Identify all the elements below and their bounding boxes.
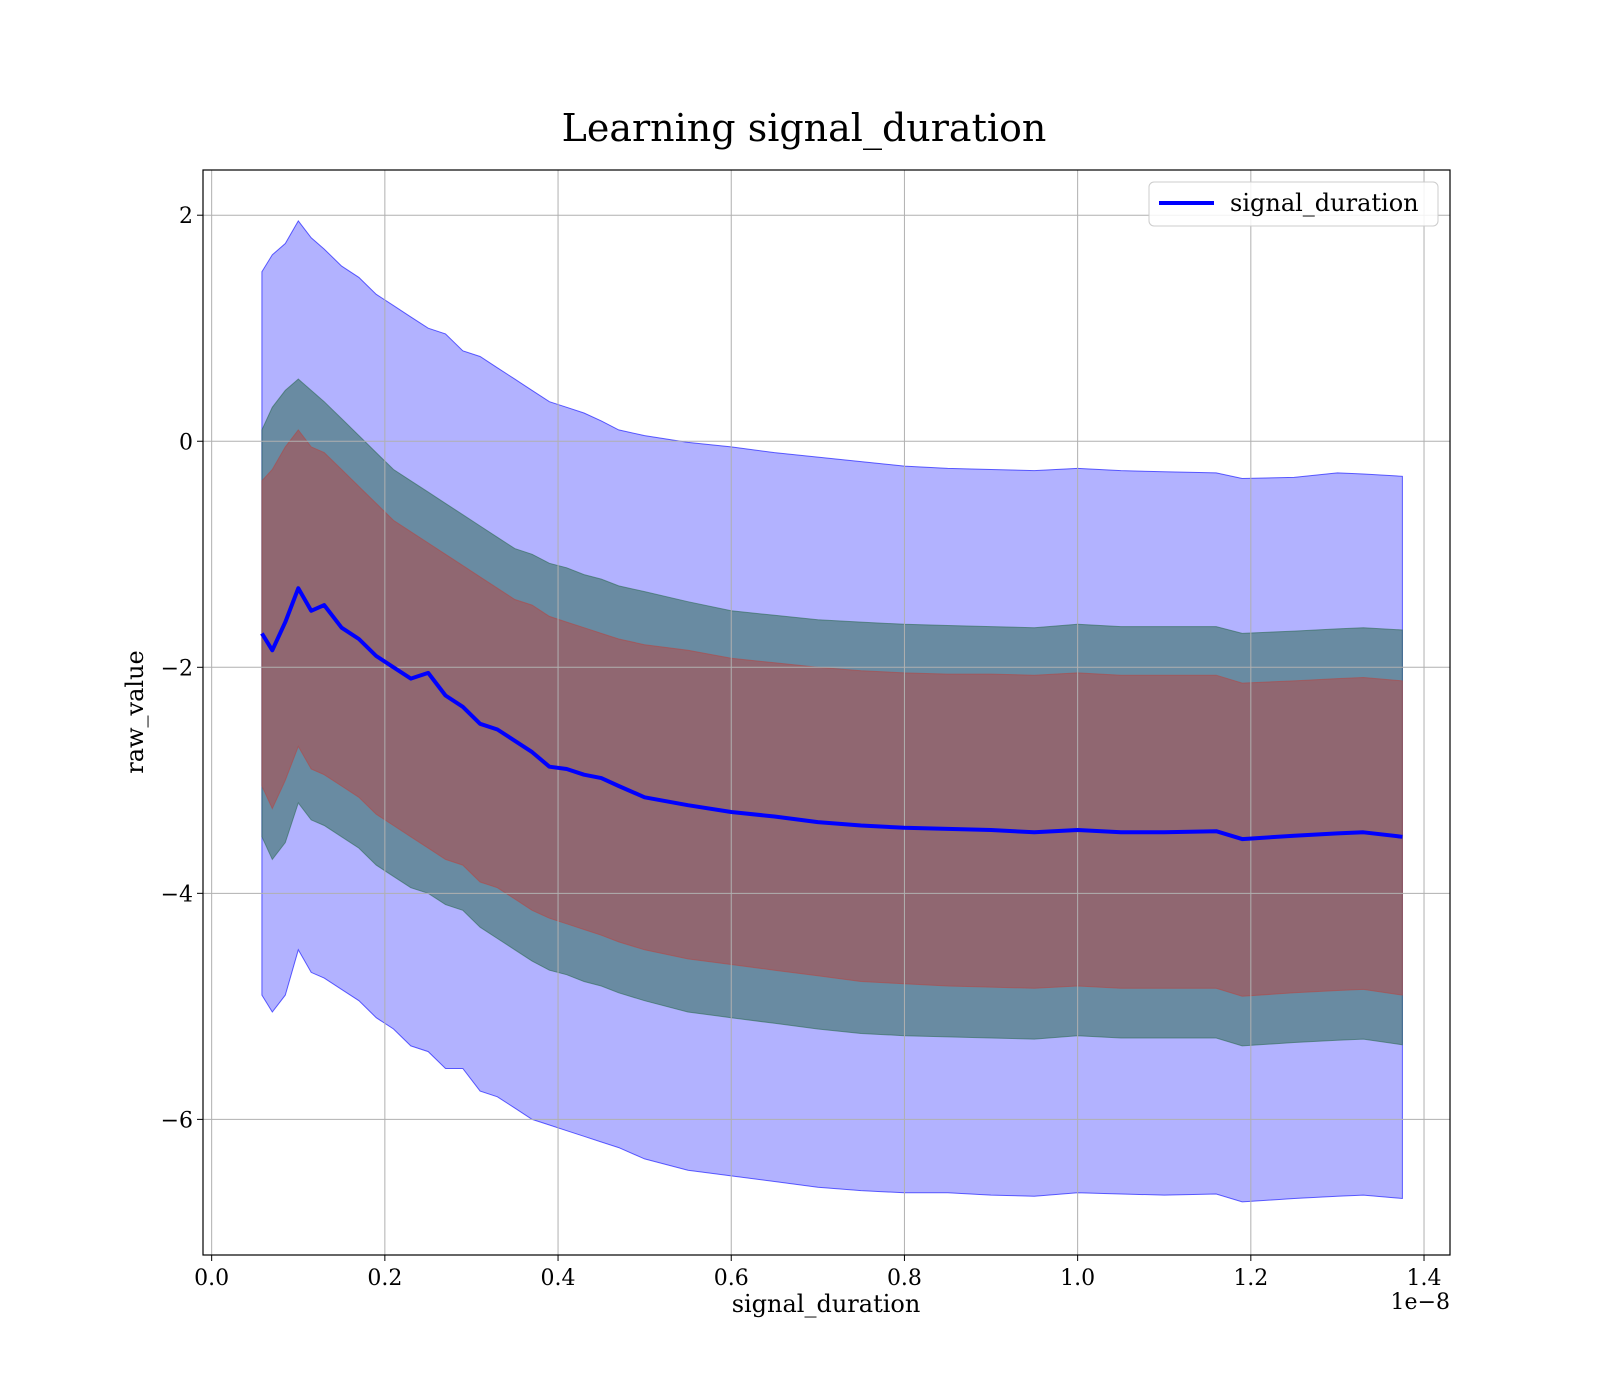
- y-tick-label-0: 2: [179, 204, 193, 229]
- y-tick-label-1: 0: [179, 430, 193, 455]
- x-tick-label-3: 0.6: [714, 1266, 749, 1291]
- confidence-bands: [261, 219, 1403, 1203]
- x-axis-offset-label: 1e−8: [1391, 1290, 1450, 1315]
- chart-title: Learning signal_duration: [562, 106, 1047, 151]
- confidence-band-3: [261, 429, 1403, 997]
- plot-area-frame: [202, 169, 1451, 1256]
- x-tick-label-1: 0.2: [367, 1266, 402, 1291]
- legend: signal_duration: [1148, 181, 1439, 227]
- y-axis-label: raw_value: [121, 650, 149, 774]
- x-tick-label-0: 0.0: [194, 1266, 229, 1291]
- x-tick-label-4: 0.8: [887, 1266, 922, 1291]
- series-line-1: [260, 586, 1403, 842]
- legend-box: [1148, 181, 1439, 227]
- y-axis-ticks: 2 0 −2 −4 −6: [161, 204, 203, 1133]
- x-tick-label-7: 1.4: [1407, 1266, 1442, 1291]
- x-tick-label-5: 1.0: [1060, 1266, 1095, 1291]
- grid-lines: [203, 170, 1450, 1255]
- x-axis-label: signal_duration: [732, 1290, 921, 1318]
- y-tick-label-4: −6: [161, 1108, 193, 1133]
- series-lines: [260, 586, 1403, 842]
- y-tick-label-3: −4: [161, 882, 193, 907]
- y-tick-label-2: −2: [161, 656, 193, 681]
- x-axis-ticks: 0.0 0.2 0.4 0.6 0.8 1.0 1.2 1.4: [194, 1255, 1442, 1291]
- x-tick-label-6: 1.2: [1233, 1266, 1268, 1291]
- x-tick-label-2: 0.4: [541, 1266, 576, 1291]
- legend-entry-label: signal_duration: [1230, 189, 1419, 217]
